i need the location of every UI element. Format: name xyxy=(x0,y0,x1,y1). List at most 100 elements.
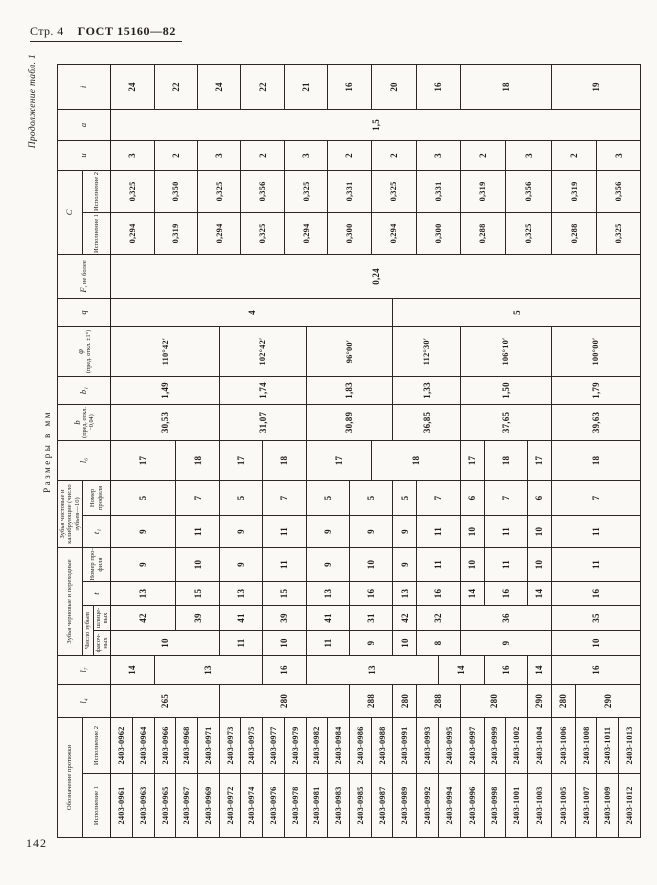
header-l4: l₄ xyxy=(57,684,111,718)
cell-nchist: 5 xyxy=(219,480,263,516)
cell-c1: 0,294 xyxy=(110,212,155,255)
cell-isp1: 2403-1009 xyxy=(596,773,619,838)
header-spline-teeth: шлице­вых xyxy=(93,605,111,631)
cell-c1: 0,300 xyxy=(416,212,461,255)
cell-b1: 1,49 xyxy=(110,376,220,405)
cell-isp1: 2403-0985 xyxy=(349,773,372,838)
cell-i: 18 xyxy=(460,64,552,110)
cell-isp2: 2403-1006 xyxy=(551,717,576,774)
cell-isp1: 2403-0978 xyxy=(284,773,307,838)
cell-l4: 280 xyxy=(551,684,576,718)
cell-b1: 1,33 xyxy=(392,376,461,405)
cell-isp2: 2403-0977 xyxy=(262,717,285,774)
cell-q: 5 xyxy=(392,298,641,327)
cell-c2: 0,356 xyxy=(240,170,285,213)
cell-c2: 0,325 xyxy=(197,170,241,213)
cell-fas: 10 xyxy=(551,630,641,656)
page-header: Стр. 4 ГОСТ 15160—82 xyxy=(30,24,182,42)
cell-t: 16 xyxy=(484,581,528,606)
header-b: b (пред. откл. −0,04) xyxy=(57,404,111,441)
cell-isp2: 2403-0982 xyxy=(306,717,328,774)
cell-isp1: 2403-0967 xyxy=(175,773,198,838)
cell-isp2: 2403-0964 xyxy=(132,717,155,774)
cell-t1: 10 xyxy=(527,515,552,548)
header-isp2: Исполнение 2 xyxy=(82,717,111,774)
cell-u: 3 xyxy=(110,140,155,171)
cell-l6: 18 xyxy=(484,440,528,481)
cell-b: 31,07 xyxy=(219,404,307,441)
cell-c2: 0,331 xyxy=(327,170,372,213)
cell-b1: 1,83 xyxy=(306,376,393,405)
cell-isp2: 2403-0986 xyxy=(349,717,372,774)
table-row: 2403-0961 2403-0962 265 14 10 42 13 9 9 5 17 30,53 1… xyxy=(110,64,641,838)
cell-phi: 96°00′ xyxy=(306,326,393,377)
cell-isp1: 2403-0981 xyxy=(306,773,328,838)
header-q: q xyxy=(57,298,111,327)
header-b-tolerance: (пред. откл. −0,04) xyxy=(81,407,95,438)
cell-l7: 14 xyxy=(110,655,155,685)
cell-c2: 0,325 xyxy=(110,170,155,213)
page-header-left: Стр. 4 xyxy=(30,24,64,38)
cell-c2: 0,319 xyxy=(460,170,506,213)
cell-shl: 41 xyxy=(306,605,350,631)
cell-isp1: 2403-1012 xyxy=(618,773,641,838)
cell-nch: 11 xyxy=(416,547,461,582)
cell-t1: 11 xyxy=(262,515,307,548)
cell-i: 16 xyxy=(327,64,372,110)
cell-c1: 0,288 xyxy=(551,212,597,255)
cell-l6: 17 xyxy=(527,440,552,481)
cell-t1: 9 xyxy=(392,515,417,548)
cell-phi: 112°30′ xyxy=(392,326,461,377)
cell-nchist: 5 xyxy=(306,480,350,516)
cell-phi: 110°42′ xyxy=(110,326,220,377)
continuation-note: Продолжение табл. 1 xyxy=(28,54,38,149)
cell-nch: 9 xyxy=(219,547,263,582)
cell-isp1: 2403-0992 xyxy=(416,773,439,838)
cell-c2: 0,356 xyxy=(505,170,552,213)
header-a: a xyxy=(57,109,111,141)
cell-phi: 102°42′ xyxy=(219,326,307,377)
cell-c1: 0,319 xyxy=(154,212,198,255)
cell-l6: 17 xyxy=(460,440,485,481)
header-profile-number-rough: Номер про­филя xyxy=(82,547,111,582)
cell-t1: 11 xyxy=(175,515,220,548)
cell-shl: 31 xyxy=(349,605,393,631)
cell-u: 2 xyxy=(327,140,372,171)
cell-t1: 11 xyxy=(551,515,641,548)
cell-isp1: 2403-0969 xyxy=(197,773,220,838)
cell-F: 0,24 xyxy=(110,254,641,299)
header-l6: l₆ xyxy=(57,440,111,481)
cell-nch: 11 xyxy=(262,547,307,582)
units-note: Размеры в мм xyxy=(42,410,52,493)
cell-t: 13 xyxy=(110,581,176,606)
cell-shl: 36 xyxy=(460,605,552,631)
cell-u: 2 xyxy=(551,140,597,171)
cell-l7: 16 xyxy=(484,655,528,685)
cell-q: 4 xyxy=(110,298,393,327)
cell-fas: 10 xyxy=(262,630,307,656)
cell-u: 3 xyxy=(197,140,241,171)
cell-c2: 0,356 xyxy=(596,170,641,213)
cell-c1: 0,288 xyxy=(460,212,506,255)
header-chamfer-teeth: фасоч­ных xyxy=(93,630,111,656)
cell-fas: 9 xyxy=(460,630,552,656)
header-F: F, не более xyxy=(57,254,111,299)
cell-b: 36,85 xyxy=(392,404,461,441)
cell-l4: 288 xyxy=(416,684,461,718)
cell-l6: 17 xyxy=(219,440,263,481)
header-c-isp1: Исполне­ние 1 xyxy=(82,212,111,255)
cell-isp1: 2403-0996 xyxy=(460,773,485,838)
cell-u: 3 xyxy=(284,140,328,171)
cell-shl: 42 xyxy=(110,605,176,631)
cell-b1: 1,74 xyxy=(219,376,307,405)
cell-isp1: 2403-1001 xyxy=(505,773,528,838)
header-F-symbol: F xyxy=(78,287,89,293)
cell-t1: 11 xyxy=(484,515,528,548)
cell-isp1: 2403-0983 xyxy=(327,773,350,838)
cell-nchist: 7 xyxy=(416,480,461,516)
cell-t: 16 xyxy=(416,581,461,606)
cell-u: 2 xyxy=(154,140,198,171)
cell-isp1: 2403-0998 xyxy=(484,773,506,838)
cell-c1: 0,294 xyxy=(284,212,328,255)
cell-i: 19 xyxy=(551,64,641,110)
